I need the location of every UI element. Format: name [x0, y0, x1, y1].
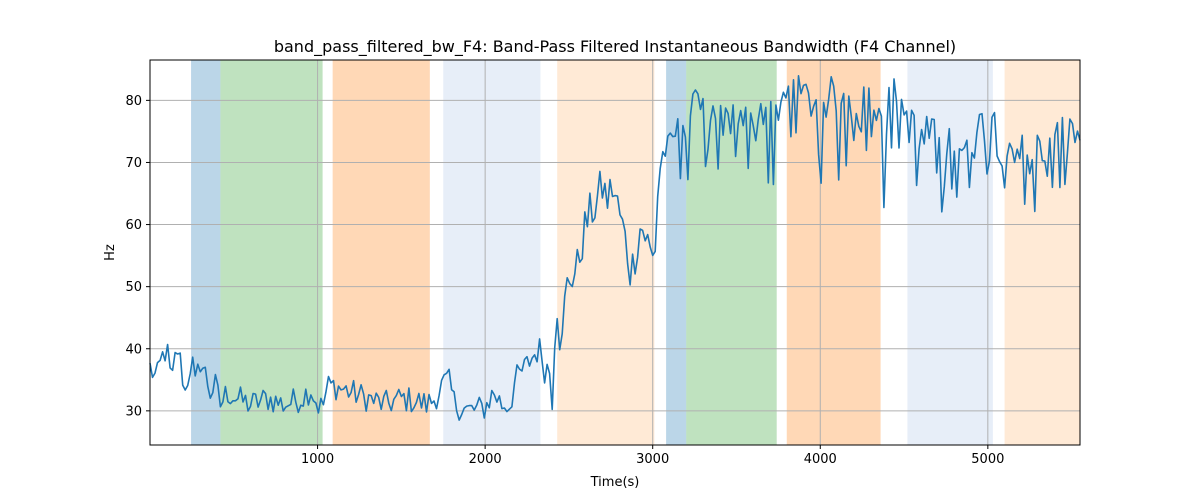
shaded-region-5: [557, 60, 654, 445]
y-tick-label: 70: [125, 156, 142, 171]
x-axis-label: Time(s): [590, 475, 640, 490]
shaded-region-9: [907, 60, 992, 445]
x-tick-label: 4000: [804, 452, 837, 467]
shaded-region-2: [220, 60, 322, 445]
y-tick-label: 40: [125, 342, 142, 357]
x-tick-label: 2000: [469, 452, 502, 467]
y-tick-label: 30: [125, 404, 142, 419]
y-axis-label: Hz: [103, 244, 118, 261]
x-tick-label: 3000: [636, 452, 669, 467]
shaded-region-10: [1005, 60, 1080, 445]
shaded-region-1: [191, 60, 220, 445]
y-tick-label: 80: [125, 94, 142, 109]
shaded-region-3: [333, 60, 430, 445]
chart-title: band_pass_filtered_bw_F4: Band-Pass Filt…: [274, 37, 956, 57]
x-tick-label: 5000: [971, 452, 1004, 467]
shaded-region-8: [787, 60, 881, 445]
chart: 1000 2000 3000 4000 5000 30 40 50 60 70 80 band_p…: [0, 0, 1200, 500]
y-tick-label: 60: [125, 218, 142, 233]
shaded-region-6: [666, 60, 686, 445]
shaded-region-4: [443, 60, 540, 445]
x-tick-label: 1000: [301, 452, 334, 467]
y-tick-label: 50: [125, 280, 142, 295]
